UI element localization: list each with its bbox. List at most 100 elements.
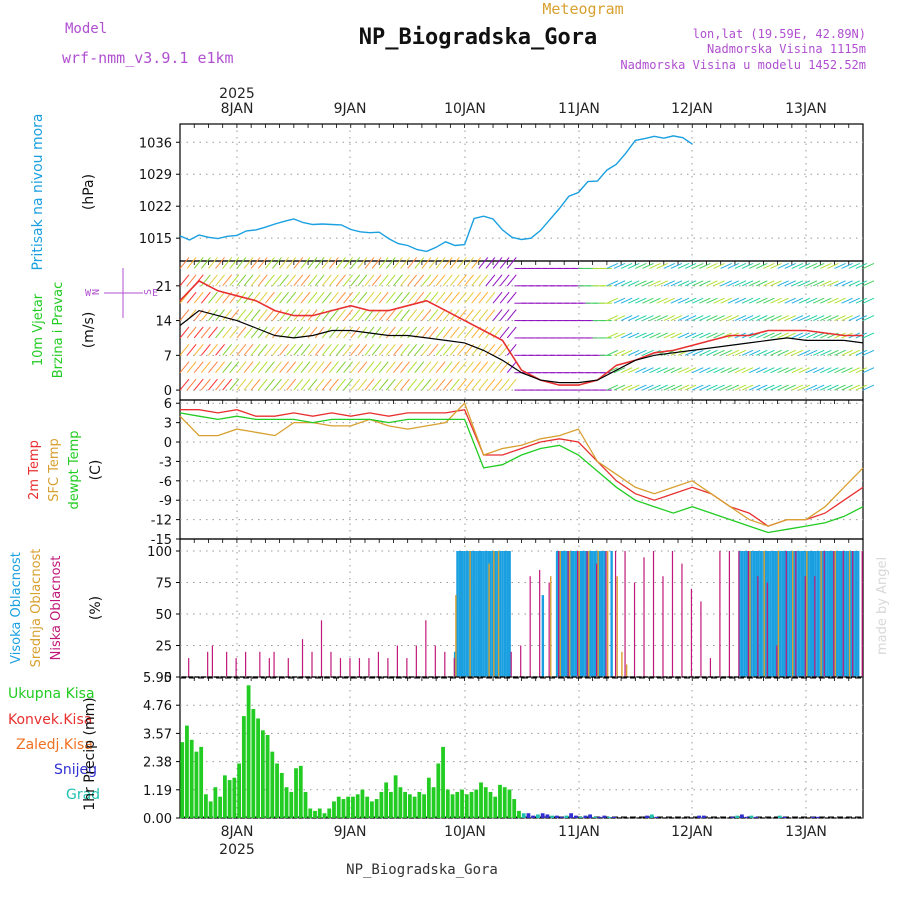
bottom-date-labels: 8JAN 9JAN 10JAN 11JAN 12JAN 13JAN	[221, 824, 827, 840]
wind-barb	[257, 378, 268, 391]
precip-bar	[431, 787, 436, 818]
wind-barb	[706, 280, 718, 287]
wind-barb	[200, 309, 211, 321]
wind-barb	[478, 361, 489, 374]
wind-barb	[713, 315, 725, 322]
wind-barb	[720, 349, 732, 356]
wind-barb	[222, 274, 233, 287]
wind-barb	[200, 326, 211, 339]
wind-barb	[620, 332, 633, 339]
wind-barb	[820, 262, 832, 269]
wind-barb	[307, 344, 318, 356]
wind-barb	[215, 378, 225, 391]
wind-barb	[371, 291, 382, 304]
wind-barb	[699, 349, 711, 356]
wind-barb	[827, 280, 839, 287]
wind-barb	[250, 344, 261, 356]
wind-barb	[385, 326, 396, 339]
wind-barb	[670, 384, 683, 391]
wind-barb	[827, 349, 839, 356]
top-date-label: 9JAN	[334, 101, 367, 117]
wind-barb	[179, 274, 190, 287]
precip-bar	[412, 796, 417, 818]
wind-barb	[222, 344, 233, 356]
wind-barb	[798, 297, 811, 304]
precip-bar	[289, 791, 294, 818]
wind-barb	[784, 297, 796, 304]
wind-barb	[307, 361, 318, 374]
wind-barb	[307, 291, 318, 304]
wind-barb	[784, 349, 796, 356]
wind-barb	[649, 332, 661, 339]
wind-barb	[314, 361, 325, 374]
wind-barb	[613, 262, 626, 269]
wind-barb	[286, 274, 297, 287]
wind-barb	[471, 257, 482, 269]
wind-barb	[449, 326, 460, 339]
wind-barb	[620, 315, 633, 322]
wind-barb	[414, 274, 425, 287]
wind-barb	[385, 344, 396, 356]
wind-barb	[791, 262, 804, 269]
wind-barb	[279, 274, 289, 287]
wind-tick-label: 14	[155, 315, 172, 330]
precip-bar	[597, 816, 602, 818]
wind-barb	[777, 367, 789, 374]
precip-bar	[488, 791, 493, 818]
wind-barb	[357, 309, 368, 321]
wind-barb	[279, 378, 289, 391]
precip-bar	[730, 816, 735, 818]
wind-barb	[449, 291, 460, 304]
compass-west: W	[85, 288, 92, 299]
wind-barb	[827, 262, 839, 269]
wind-barb	[371, 378, 382, 391]
wind-barb	[336, 378, 346, 391]
wind-barb	[229, 291, 240, 304]
wind-barb	[841, 349, 853, 356]
wind-barb	[243, 274, 254, 287]
precip-bar	[222, 775, 227, 818]
wind-barb	[784, 280, 796, 287]
panels: 1015102210291036071421-15-12-9-6-3036025…	[139, 123, 875, 827]
wind-barb	[635, 332, 647, 339]
precip-bar	[583, 815, 588, 818]
wind-barb	[834, 280, 846, 287]
wind-barb	[727, 349, 740, 356]
wind-barb	[684, 349, 697, 356]
wind-barb	[186, 326, 197, 339]
precip-bar	[479, 782, 483, 818]
precip-bar	[777, 815, 782, 818]
wind-barb	[414, 378, 425, 391]
wind-barb	[236, 257, 247, 269]
wind-barb	[606, 349, 619, 356]
wind-barb	[499, 257, 510, 269]
precip-bar	[592, 816, 597, 818]
precip-bar	[526, 813, 531, 818]
legend-snow: Snijeg	[54, 762, 97, 778]
wind-barb	[421, 378, 432, 391]
wind-barb	[734, 280, 747, 287]
wind-barb	[720, 384, 732, 391]
wind-tick-label: 7	[164, 349, 172, 364]
wind-barb	[393, 361, 403, 374]
wind-barb	[400, 361, 410, 374]
wind-barb	[428, 309, 439, 321]
wind-barb	[250, 274, 261, 287]
wind-barb	[862, 384, 875, 391]
bottom-date-label: 10JAN	[444, 824, 486, 840]
wind-barb	[314, 326, 325, 339]
wind-barb	[200, 378, 211, 391]
wind-barb	[699, 280, 711, 287]
wind-barb	[492, 361, 503, 374]
wind-barb	[713, 384, 725, 391]
wind-barb	[421, 326, 432, 339]
top-date-label: 12JAN	[671, 101, 713, 117]
wind-barb	[329, 274, 339, 287]
wind-barb	[841, 384, 853, 391]
temp-panel: -15 -12 -9 -6 -3 0 3 6	[151, 397, 864, 548]
wind-barb	[243, 378, 254, 391]
wind-barb	[492, 274, 503, 287]
precip-bar	[422, 794, 426, 818]
precip-bar	[483, 787, 488, 818]
wind-barb	[442, 361, 453, 374]
